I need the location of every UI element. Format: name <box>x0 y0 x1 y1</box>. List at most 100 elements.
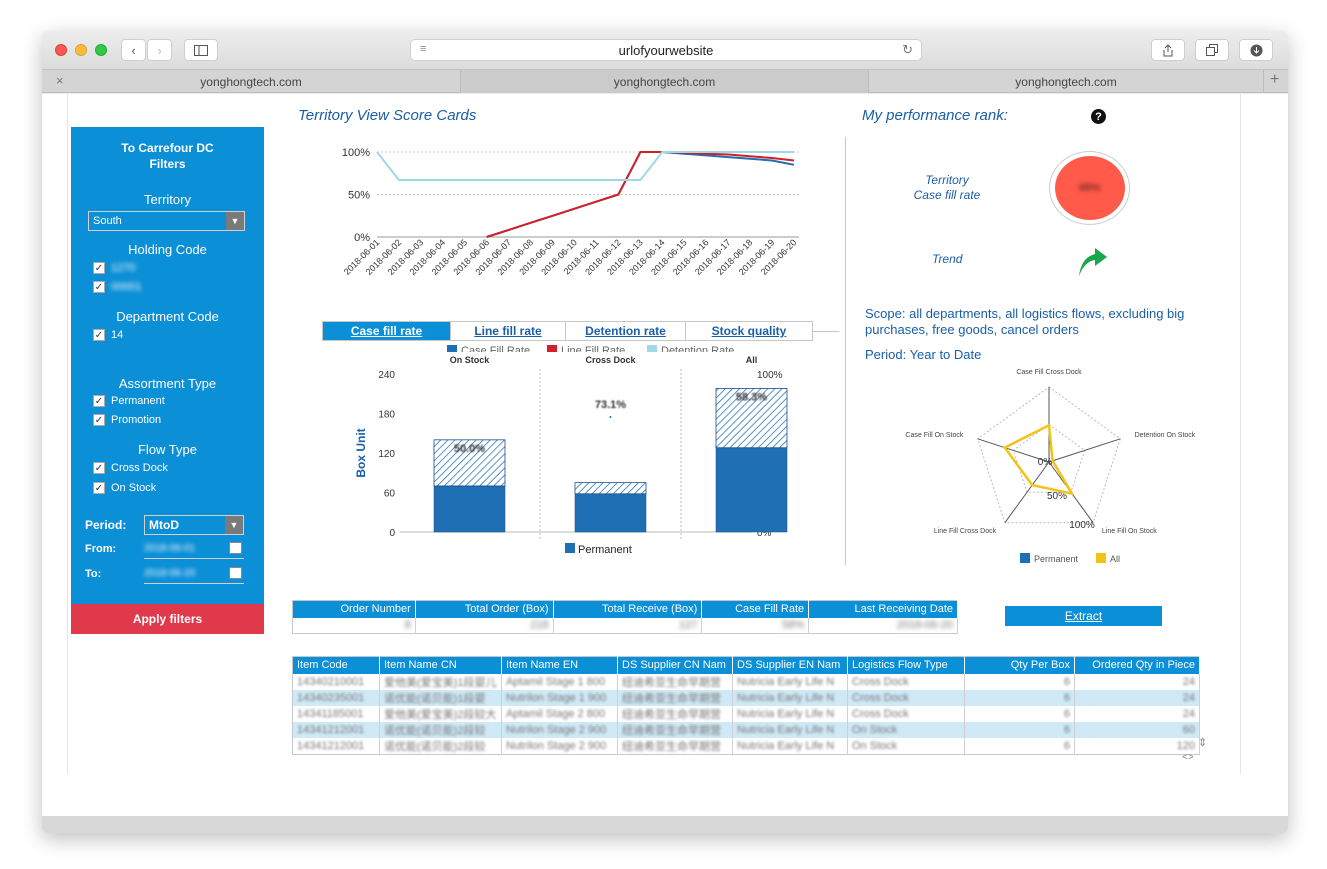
horizontal-scroll-icon[interactable]: <> <box>1182 752 1194 763</box>
assortment-checkbox-promotion[interactable]: ✓ Promotion <box>93 414 161 426</box>
close-tab-icon[interactable]: × <box>56 73 64 88</box>
column-header[interactable]: Ordered Qty in Piece <box>1074 656 1200 674</box>
table-cell: 纽迪希亚生命早期营 <box>617 689 733 706</box>
column-header[interactable]: Qty Per Box <box>964 656 1075 674</box>
share-icon <box>1163 43 1173 56</box>
browser-tab-1[interactable]: yonghongtech.com <box>42 70 461 93</box>
column-header[interactable]: Last Receiving Date <box>808 600 958 618</box>
table-cell: 14340210001 <box>292 673 380 690</box>
period-label: Period: <box>85 518 127 532</box>
column-header[interactable]: Item Code <box>292 656 380 674</box>
table-row[interactable]: 14340210001 爱他美(爱宝美)1段婴儿 Aptamil Stage 1 8… <box>292 673 1200 690</box>
table-cell: 14341212001 <box>292 721 380 738</box>
holding-checkbox-1[interactable]: ✓ 1270 <box>93 262 135 274</box>
column-header[interactable]: Item Name EN <box>501 656 618 674</box>
legend-swatch <box>447 345 457 352</box>
panel-label: Cross Dock <box>585 355 636 365</box>
table-row[interactable]: 14341185001 爱他美(爱宝美)2段较大 Aptamil Stage 2 8… <box>292 705 1200 722</box>
legend-label: Detention Rate <box>661 345 734 352</box>
table-cell: 6 <box>964 689 1075 706</box>
column-header[interactable]: Total Order (Box) <box>415 600 554 618</box>
department-checkbox-1[interactable]: ✓ 14 <box>93 329 123 341</box>
table-cell: Nutrilon Stage 2 900 <box>501 721 618 738</box>
radar-axis-label: Case Fill On Stock <box>905 432 963 439</box>
table-cell: On Stock <box>847 721 965 738</box>
radar-ring-label: 0% <box>1038 457 1053 468</box>
flow-value: On Stock <box>111 482 157 494</box>
y2-tick-label: 100% <box>757 370 783 381</box>
assortment-checkbox-permanent[interactable]: ✓ Permanent <box>93 395 165 407</box>
page-border-left <box>67 94 68 774</box>
back-button[interactable]: ‹ <box>121 39 146 61</box>
bar-permanent <box>715 447 788 533</box>
extract-button[interactable]: Extract <box>1005 606 1162 626</box>
table-row[interactable]: 14340235001 诺优能(诺贝能)1段婴 Nutrilon Stage 1 9… <box>292 689 1200 706</box>
sidebar-toggle-button[interactable] <box>184 39 218 61</box>
help-icon[interactable]: ? <box>1091 109 1106 124</box>
column-header[interactable]: DS Supplier CN Nam <box>617 656 733 674</box>
table-cell: 诺优能(诺贝能)2段较 <box>379 737 502 754</box>
scorecard-tabs: Case fill rate Line fill rate Detention … <box>322 321 813 341</box>
orders-summary-table: Order Number Total Order (Box) Total Rec… <box>292 600 958 634</box>
y-tick-label: 0 <box>389 528 395 539</box>
rate-label: 50.0% <box>454 443 485 455</box>
tab-stock-quality[interactable]: Stock quality <box>711 324 787 338</box>
flow-value: Cross Dock <box>111 462 168 474</box>
table-cell: 24 <box>1074 689 1200 706</box>
territory-value: South <box>93 215 122 227</box>
period-select[interactable]: MtoD ▼ <box>144 515 244 535</box>
tab-line-fill-rate[interactable]: Line fill rate <box>451 322 566 340</box>
flow-checkbox-on-stock[interactable]: ✓ On Stock <box>93 482 156 494</box>
share-button[interactable] <box>1151 39 1185 61</box>
department-code-value: 14 <box>111 329 124 341</box>
minimize-window-button[interactable] <box>75 44 87 56</box>
period-text: Period: Year to Date <box>865 347 982 362</box>
column-header[interactable]: Order Number <box>292 600 416 618</box>
table-row[interactable]: 14341212001 诺优能(诺贝能)2段较 Nutrilon Stage 2 9… <box>292 721 1200 738</box>
rate-dot <box>609 416 612 418</box>
territory-select[interactable]: South ▼ <box>88 211 245 231</box>
calendar-icon[interactable] <box>229 567 242 579</box>
table-cell: Nutricia Early Life N <box>732 689 848 706</box>
performance-title: My performance rank: <box>862 107 1008 124</box>
column-header[interactable]: DS Supplier EN Nam <box>732 656 848 674</box>
column-header[interactable]: Logistics Flow Type <box>847 656 965 674</box>
vertical-scroll-icon[interactable]: ⇕ <box>1198 737 1208 749</box>
tab-title: yonghongtech.com <box>200 74 302 89</box>
forward-button[interactable]: › <box>147 39 172 61</box>
y-tick-label: 50% <box>348 190 370 202</box>
column-header[interactable]: Item Name CN <box>379 656 502 674</box>
column-header[interactable]: Case Fill Rate <box>701 600 810 618</box>
rank-gauge: 49% <box>1049 151 1130 225</box>
from-date-value: 2018-06-01 <box>144 543 196 554</box>
calendar-icon[interactable] <box>229 542 242 554</box>
close-window-button[interactable] <box>55 44 67 56</box>
panel-label: All <box>746 355 758 365</box>
table-cell: Nutrilon Stage 1 900 <box>501 689 618 706</box>
new-tab-icon[interactable]: + <box>1270 71 1280 88</box>
chevron-right-icon: › <box>157 42 162 58</box>
tabs-overview-button[interactable] <box>1195 39 1229 61</box>
holding-code-value: 00001 <box>111 281 142 293</box>
to-date-input[interactable]: 2018-06-20 <box>144 564 244 584</box>
page-border-right <box>1240 94 1241 774</box>
flow-checkbox-cross-dock[interactable]: ✓ Cross Dock <box>93 462 168 474</box>
table-cell: 爱他美(爱宝美)1段婴儿 <box>379 673 502 690</box>
browser-tab-2[interactable]: yonghongtech.com <box>461 70 869 93</box>
reload-icon[interactable]: ↻ <box>902 42 913 57</box>
from-date-input[interactable]: 2018-06-01 <box>144 539 244 559</box>
apply-filters-button[interactable]: Apply filters <box>71 604 264 634</box>
maximize-window-button[interactable] <box>95 44 107 56</box>
tab-case-fill-rate[interactable]: Case fill rate <box>323 322 451 340</box>
address-bar[interactable]: ≡ urlofyourwebsite ↻ <box>410 39 922 61</box>
tab-detention-rate[interactable]: Detention rate <box>566 322 686 340</box>
reader-icon[interactable]: ≡ <box>420 43 427 55</box>
filters-title-line2: Filters <box>149 157 186 171</box>
holding-checkbox-2[interactable]: ✓ 00001 <box>93 281 142 293</box>
downloads-button[interactable] <box>1239 39 1273 61</box>
column-header[interactable]: Total Receive (Box) <box>553 600 703 618</box>
rate-label: 58.3% <box>736 391 767 403</box>
browser-tab-3[interactable]: yonghongtech.com <box>869 70 1264 93</box>
sidebar-icon <box>194 44 208 56</box>
table-row[interactable]: 14341212001 诺优能(诺贝能)2段较 Nutrilon Stage 2 9… <box>292 737 1200 754</box>
